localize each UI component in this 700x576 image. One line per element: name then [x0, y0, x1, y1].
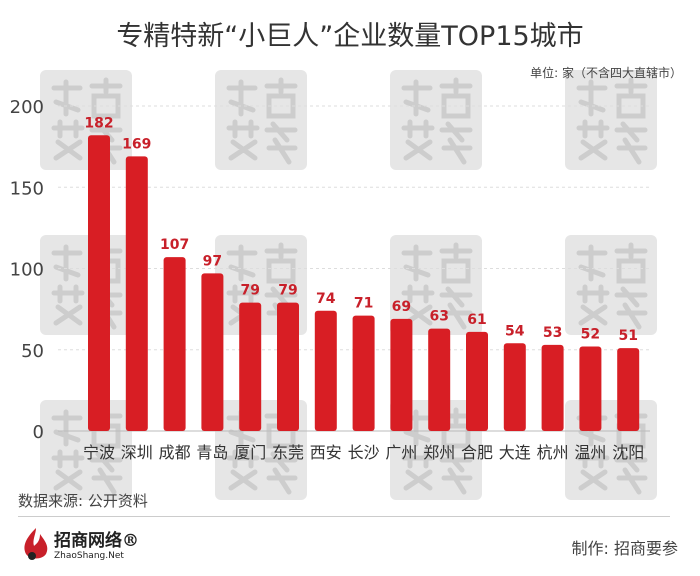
data-label: 61 — [467, 312, 486, 328]
x-tick-label: 郑州 — [423, 443, 455, 462]
x-tick-label: 广州 — [385, 443, 417, 462]
divider — [18, 516, 670, 517]
data-label: 71 — [354, 296, 373, 312]
data-label: 63 — [429, 309, 448, 325]
logo-name: 招商网络® — [54, 531, 139, 551]
bar — [277, 302, 299, 431]
data-label: 79 — [278, 283, 297, 299]
bar — [579, 346, 602, 431]
data-label: 182 — [84, 115, 113, 131]
data-label: 74 — [316, 291, 336, 307]
y-tick-label: 200 — [10, 97, 44, 118]
bar — [466, 331, 488, 431]
bar — [352, 315, 375, 431]
x-tick-label: 成都 — [159, 443, 191, 462]
data-label: 107 — [160, 237, 189, 253]
bar — [88, 135, 110, 431]
x-tick-label: 西安 — [310, 443, 342, 462]
x-tick-label: 宁波 — [83, 443, 115, 462]
bar — [239, 302, 262, 431]
y-tick-label: 100 — [10, 260, 44, 281]
y-tick-label: 150 — [10, 178, 44, 199]
watermark-seal-icon — [390, 400, 482, 500]
y-tick-label: 0 — [33, 422, 44, 443]
logo-subtitle: ZhaoShang.Net — [54, 551, 124, 561]
bar — [201, 273, 224, 431]
bar — [428, 328, 451, 431]
bar — [390, 318, 413, 431]
unit-note: 单位: 家（不含四大直辖市） — [530, 66, 682, 80]
x-tick-label: 青岛 — [196, 443, 228, 462]
bar — [503, 343, 526, 431]
data-label: 79 — [240, 283, 259, 299]
data-source: 数据来源: 公开资料 — [18, 492, 148, 510]
data-label: 51 — [618, 328, 637, 344]
x-tick-label: 深圳 — [121, 443, 153, 462]
x-tick-label: 合肥 — [461, 443, 493, 462]
data-label: 54 — [505, 323, 525, 339]
flame-logo-icon — [24, 528, 48, 560]
bar — [314, 310, 337, 431]
chart-title: 专精特新“小巨人”企业数量TOP15城市 — [116, 21, 584, 52]
x-tick-label: 长沙 — [348, 443, 380, 462]
credit: 制作: 招商要参 — [571, 539, 678, 558]
x-tick-label: 杭州 — [537, 443, 569, 462]
x-tick-label: 厦门 — [234, 443, 266, 462]
bar-chart: 0 50 100 150 200 182 宁波 169 深圳 107 成都 97 青岛 79 厦门 79 东莞 7… — [10, 97, 650, 462]
data-label: 52 — [581, 327, 600, 343]
watermark-seal-icon — [215, 70, 307, 170]
x-tick-label: 大连 — [499, 443, 531, 462]
watermark-seal-icon — [390, 235, 482, 335]
watermark-seal-icon — [390, 70, 482, 170]
data-label: 169 — [122, 136, 151, 152]
watermark-seal-icon — [565, 70, 657, 170]
bar — [541, 344, 564, 431]
bar — [617, 348, 640, 431]
bar — [163, 257, 186, 431]
data-label: 53 — [543, 325, 562, 341]
watermark-seal-icon — [565, 235, 657, 335]
x-tick-label: 东莞 — [272, 443, 304, 462]
logo: 招商网络® ZhaoShang.Net — [20, 526, 220, 566]
bar — [125, 156, 148, 431]
data-label: 97 — [203, 253, 222, 269]
x-tick-label: 沈阳 — [612, 443, 644, 462]
data-label: 69 — [392, 299, 411, 315]
x-tick-label: 温州 — [574, 443, 606, 462]
y-tick-label: 50 — [21, 341, 44, 362]
